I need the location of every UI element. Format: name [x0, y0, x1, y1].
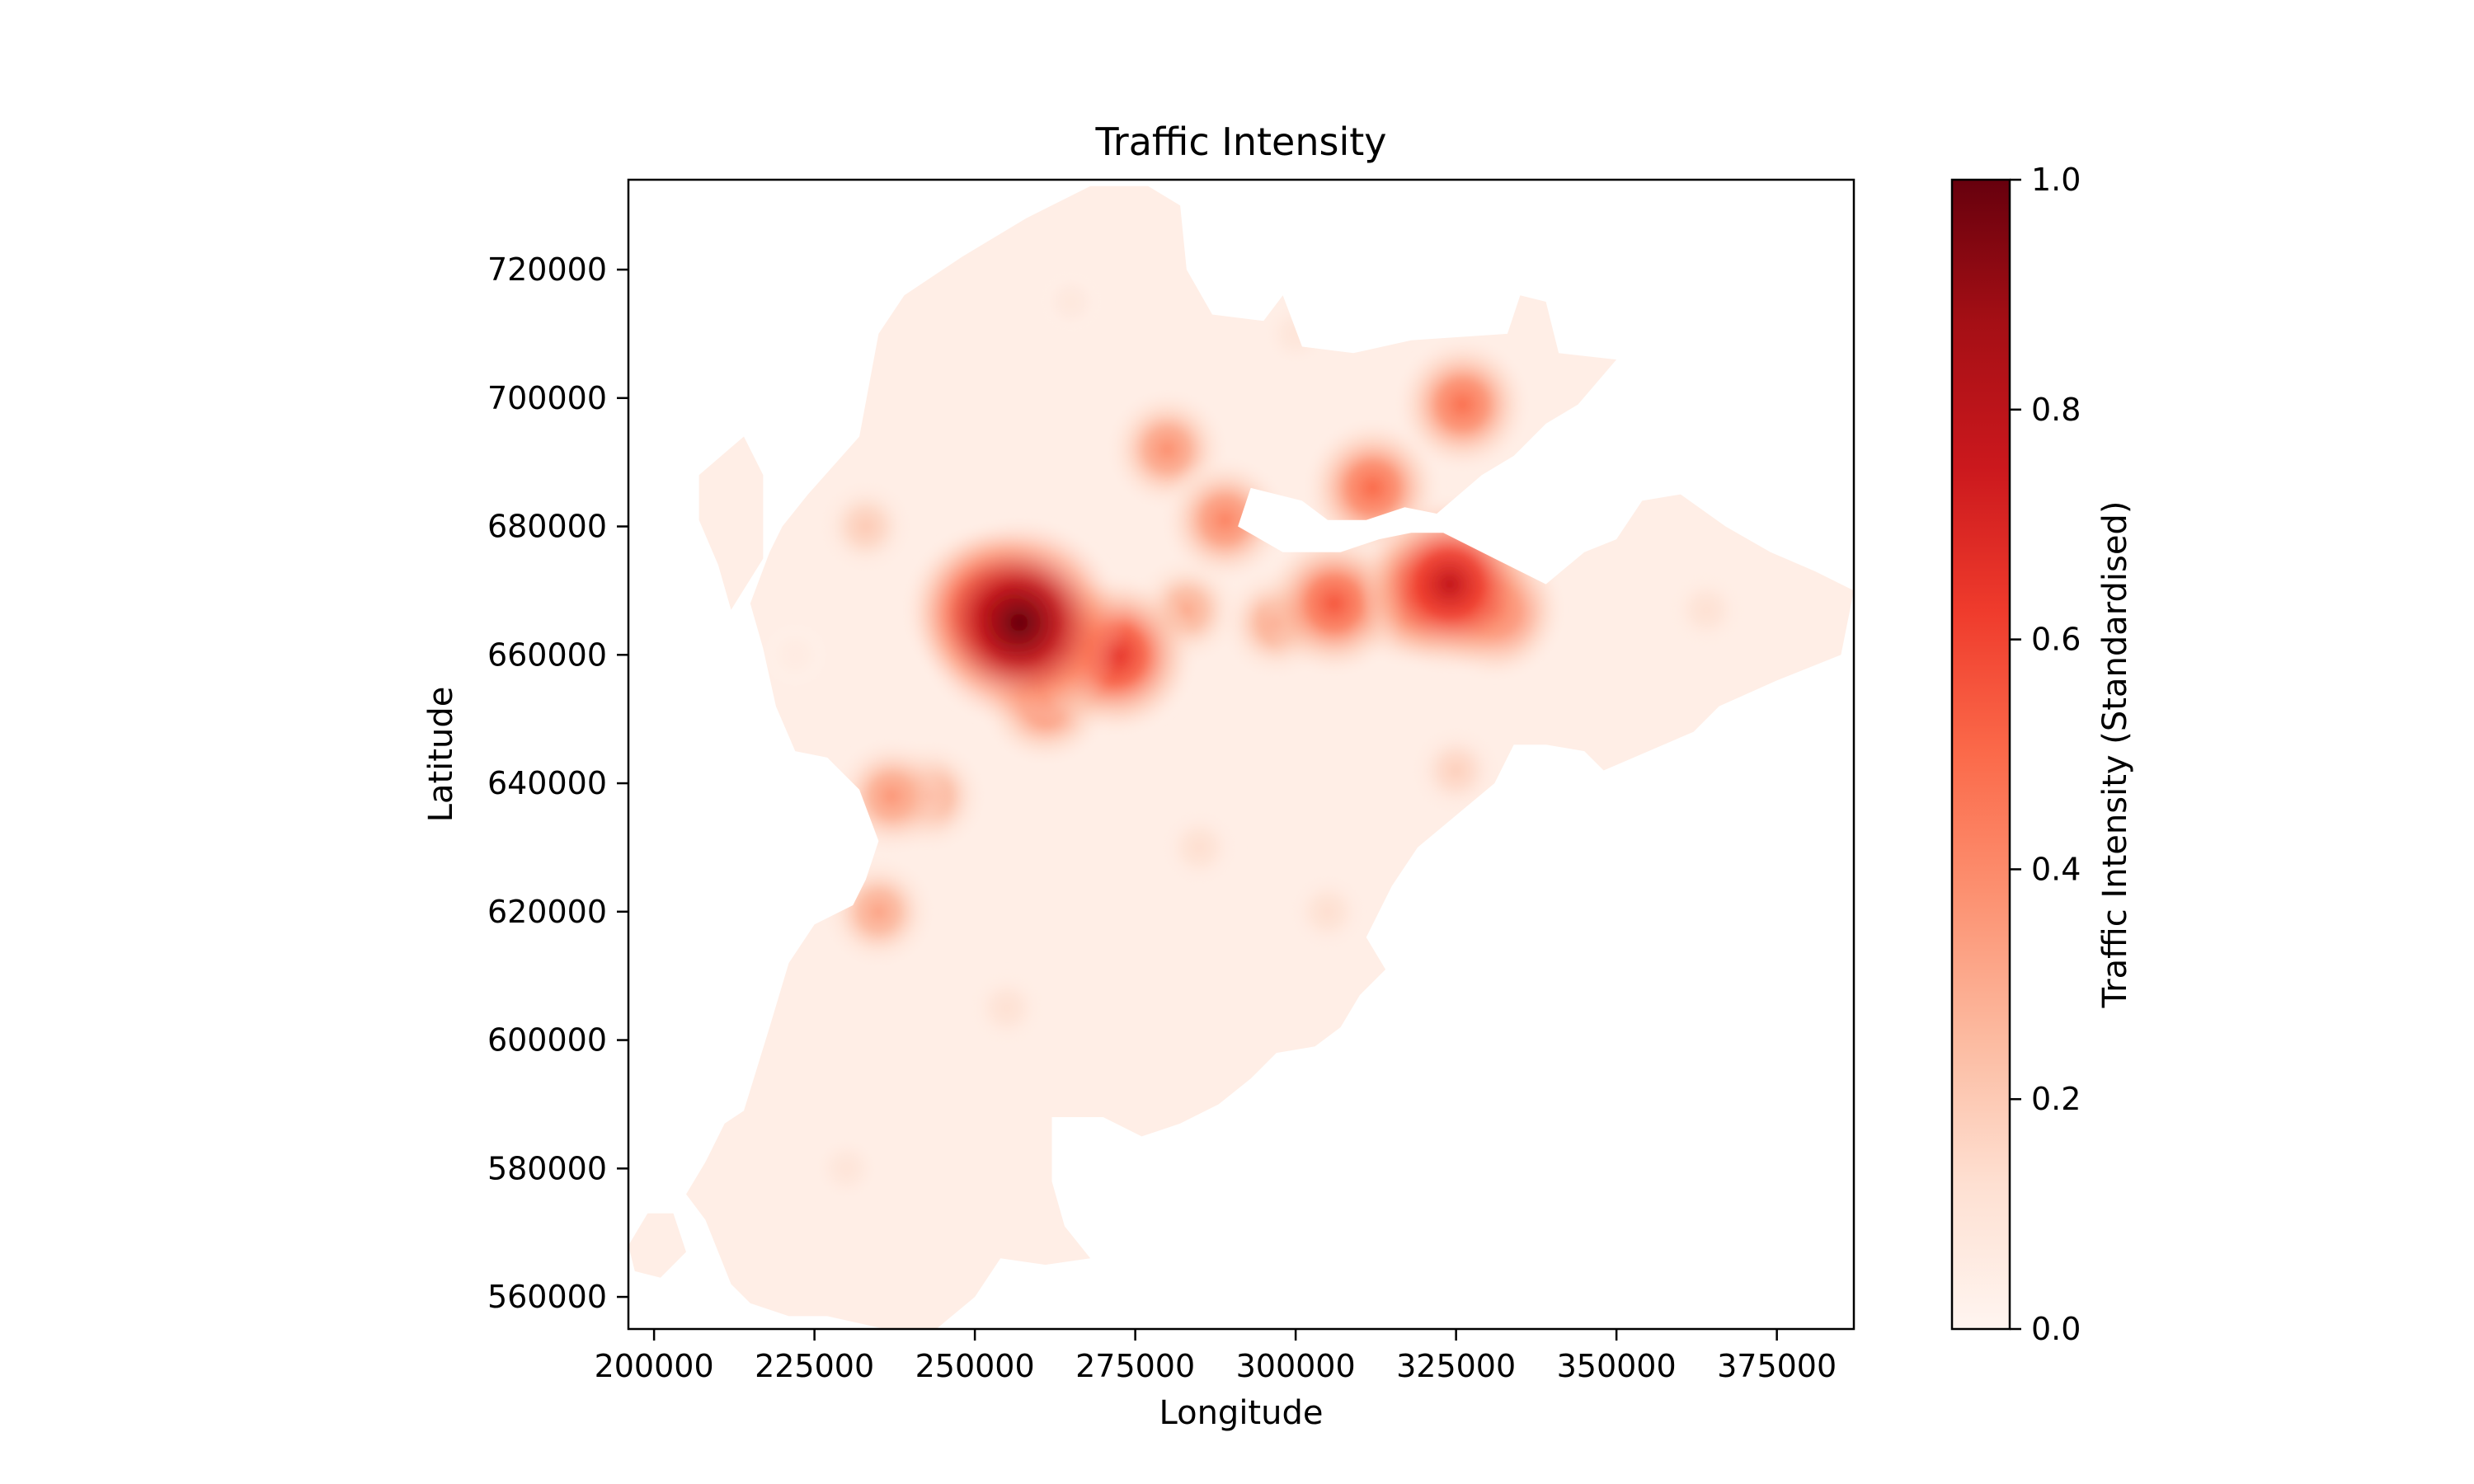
y-tick-label: 660000 — [487, 636, 607, 673]
colorbar-scale — [1950, 178, 2011, 1331]
y-tick-label: 680000 — [487, 509, 607, 545]
plot-frame — [627, 178, 1856, 1331]
chart-title: Traffic Intensity — [1094, 120, 1386, 164]
heat-layer — [757, 262, 1748, 1209]
y-tick-label: 620000 — [487, 894, 607, 930]
colorbar-tick-label: 0.2 — [2031, 1081, 2081, 1117]
hotspot — [757, 617, 833, 693]
y-tick-label: 720000 — [487, 251, 607, 288]
hotspot — [1358, 493, 1541, 675]
y-axis: 560000 580000 600000 620000 640000 660000 6800… — [487, 251, 628, 1315]
hotspot — [831, 736, 952, 856]
hotspot — [1409, 724, 1503, 817]
colorbar-tick-label: 0.0 — [2031, 1311, 2081, 1347]
colorbar-ticks: 0.0 0.2 0.4 0.6 0.8 1.0 — [2010, 162, 2081, 1347]
hotspot — [1285, 869, 1371, 955]
plot-area — [628, 186, 1854, 1329]
x-tick-label: 350000 — [1557, 1348, 1677, 1384]
land-region-3 — [628, 1213, 686, 1278]
x-axis: 200000 225000 250000 275000 300000 325000 3500… — [595, 1329, 1837, 1384]
y-tick-label: 700000 — [487, 380, 607, 416]
hotspot — [1255, 293, 1337, 374]
x-axis-title: Longitude — [1159, 1394, 1324, 1432]
hotspot — [817, 478, 914, 575]
land-region-2 — [698, 436, 764, 610]
y-tick-label: 560000 — [487, 1279, 607, 1315]
x-tick-label: 200000 — [595, 1348, 714, 1384]
y-tick-label: 580000 — [487, 1150, 607, 1186]
hotspot — [912, 515, 1127, 730]
x-tick-label: 375000 — [1717, 1348, 1837, 1384]
y-tick-label: 600000 — [487, 1022, 607, 1059]
colorbar-title: Traffic Intensity (Standardised) — [2096, 501, 2134, 1009]
y-axis-title: Latitude — [422, 687, 460, 823]
hotspot — [1156, 805, 1243, 890]
y-tick-label: 640000 — [487, 765, 607, 801]
hotspot — [1394, 336, 1531, 473]
colorbar-tick-label: 1.0 — [2031, 162, 2081, 198]
hotspot — [1664, 568, 1748, 652]
x-tick-label: 275000 — [1075, 1348, 1195, 1384]
colorbar-tick-label: 0.4 — [2031, 851, 2081, 887]
hotspot — [965, 965, 1049, 1050]
land-region-1 — [686, 186, 1854, 1329]
hotspot — [1032, 262, 1111, 341]
land-region-layer — [628, 186, 1854, 1329]
x-tick-label: 225000 — [755, 1348, 874, 1384]
x-tick-label: 325000 — [1396, 1348, 1516, 1384]
hotspot — [806, 1128, 887, 1209]
colorbar-tick-label: 0.8 — [2031, 392, 2081, 428]
hotspot — [821, 855, 936, 969]
x-tick-label: 250000 — [915, 1348, 1035, 1384]
hotspot — [1160, 455, 1290, 585]
colorbar-tick-label: 0.6 — [2031, 622, 2081, 658]
x-tick-label: 300000 — [1236, 1348, 1356, 1384]
